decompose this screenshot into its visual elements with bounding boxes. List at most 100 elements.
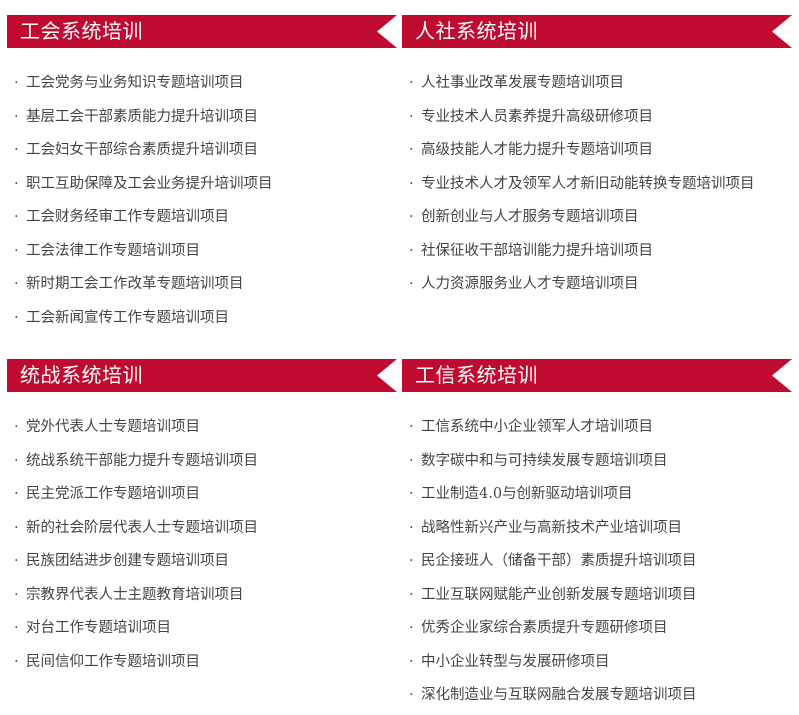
bullet-icon: ·: [409, 519, 414, 536]
list-item: · 新的社会阶层代表人士专题培训项目: [7, 512, 397, 546]
item-text: 人社事业改革发展专题培训项目: [421, 75, 624, 91]
bullet-icon: ·: [14, 276, 19, 292]
bullet-icon: ·: [14, 75, 19, 91]
item-text: 专业技术人才及领军人才新旧动能转换专题培训项目: [421, 175, 755, 192]
item-text: 数字碳中和与可持续发展专题培训项目: [421, 452, 668, 469]
item-text: 工会新闻宣传工作专题培训项目: [26, 309, 229, 326]
bullet-icon: ·: [14, 553, 19, 569]
item-text: 基层工会干部素质能力提升培训项目: [26, 108, 258, 125]
item-text: 社保征收干部培训能力提升培训项目: [421, 242, 653, 259]
bullet-icon: ·: [14, 486, 19, 502]
list-item: · 党外代表人士专题培训项目: [7, 411, 397, 445]
bullet-icon: ·: [14, 419, 19, 435]
list-item: · 工业互联网赋能产业创新发展专题培训项目: [402, 579, 792, 613]
section-united-front: 统战系统培训 · 党外代表人士专题培训项目 · 统战系统干部能力提升专题培训项目 · 民主…: [7, 359, 397, 679]
bullet-icon: ·: [409, 486, 414, 502]
item-text: 新时期工会工作改革专题培训项目: [26, 276, 244, 292]
list-item: · 高级技能人才能力提升专题培训项目: [402, 134, 792, 168]
item-text: 宗教界代表人士主题教育培训项目: [26, 586, 244, 603]
item-text: 创新创业与人才服务专题培训项目: [421, 209, 639, 225]
bullet-icon: ·: [409, 687, 414, 703]
section-title: 统战系统培训: [20, 363, 143, 387]
section-banner: 工信系统培训: [402, 359, 792, 392]
item-text: 工业互联网赋能产业创新发展专题培训项目: [421, 586, 697, 603]
bullet-icon: ·: [409, 75, 414, 91]
item-text: 民主党派工作专题培训项目: [26, 486, 200, 502]
bullet-icon: ·: [14, 586, 19, 603]
item-list: · 党外代表人士专题培训项目 · 统战系统干部能力提升专题培训项目 · 民主党派工作专题培…: [7, 411, 397, 679]
section-title: 人社系统培训: [415, 19, 538, 43]
list-item: · 中小企业转型与发展研修项目: [402, 646, 792, 680]
item-text: 工会法律工作专题培训项目: [26, 242, 200, 259]
item-text: 工会财务经审工作专题培训项目: [26, 209, 229, 225]
section-union: 工会系统培训 · 工会党务与业务知识专题培训项目 · 基层工会干部素质能力提升培训项目…: [7, 15, 397, 335]
bullet-icon: ·: [409, 276, 414, 292]
section-title: 工信系统培训: [415, 363, 538, 387]
item-text: 工会党务与业务知识专题培训项目: [26, 75, 244, 91]
item-text: 民族团结进步创建专题培训项目: [26, 553, 229, 569]
list-item: · 社保征收干部培训能力提升培训项目: [402, 235, 792, 269]
section-banner: 人社系统培训: [402, 15, 792, 48]
list-item: · 新时期工会工作改革专题培训项目: [7, 268, 397, 302]
item-text: 党外代表人士专题培训项目: [26, 419, 200, 435]
item-text: 对台工作专题培训项目: [26, 620, 171, 636]
item-text: 高级技能人才能力提升专题培训项目: [421, 142, 653, 158]
bullet-icon: ·: [14, 519, 19, 536]
item-text: 统战系统干部能力提升专题培训项目: [26, 452, 258, 469]
list-item: · 统战系统干部能力提升专题培训项目: [7, 445, 397, 479]
list-item: · 工会法律工作专题培训项目: [7, 235, 397, 269]
list-item: · 宗教界代表人士主题教育培训项目: [7, 579, 397, 613]
bullet-icon: ·: [14, 209, 19, 225]
section-title: 工会系统培训: [20, 19, 143, 43]
list-item: · 工会财务经审工作专题培训项目: [7, 201, 397, 235]
list-item: · 职工互助保障及工会业务提升培训项目: [7, 168, 397, 202]
list-item: · 战略性新兴产业与高新技术产业培训项目: [402, 512, 792, 546]
list-item: · 人社事业改革发展专题培训项目: [402, 67, 792, 101]
item-text: 战略性新兴产业与高新技术产业培训项目: [421, 519, 682, 536]
item-list: · 人社事业改革发展专题培训项目 · 专业技术人员素养提升高级研修项目 · 高级技能人才能…: [402, 67, 792, 302]
list-item: · 专业技术人员素养提升高级研修项目: [402, 101, 792, 135]
bullet-icon: ·: [409, 108, 414, 125]
list-item: · 创新创业与人才服务专题培训项目: [402, 201, 792, 235]
list-item: · 工业制造4.0与创新驱动培训项目: [402, 478, 792, 512]
bullet-icon: ·: [14, 108, 19, 125]
list-item: · 民主党派工作专题培训项目: [7, 478, 397, 512]
bullet-icon: ·: [409, 653, 414, 670]
item-text: 民企接班人（储备干部）素质提升培训项目: [421, 553, 697, 569]
list-item: · 工会党务与业务知识专题培训项目: [7, 67, 397, 101]
item-list: · 工信系统中小企业领军人才培训项目 · 数字碳中和与可持续发展专题培训项目 · 工业制造…: [402, 411, 792, 713]
bullet-icon: ·: [409, 553, 414, 569]
item-text: 职工互助保障及工会业务提升培训项目: [26, 175, 273, 192]
item-text: 工会妇女干部综合素质提升培训项目: [26, 142, 258, 158]
item-text: 工业制造4.0与创新驱动培训项目: [421, 486, 633, 502]
bullet-icon: ·: [409, 209, 414, 225]
list-item: · 民族团结进步创建专题培训项目: [7, 545, 397, 579]
list-item: · 民企接班人（储备干部）素质提升培训项目: [402, 545, 792, 579]
item-text: 优秀企业家综合素质提升专题研修项目: [421, 620, 668, 636]
list-item: · 工会新闻宣传工作专题培训项目: [7, 302, 397, 336]
bullet-icon: ·: [14, 653, 19, 670]
item-text: 新的社会阶层代表人士专题培训项目: [26, 519, 258, 536]
list-item: · 工会妇女干部综合素质提升培训项目: [7, 134, 397, 168]
section-hr-social: 人社系统培训 · 人社事业改革发展专题培训项目 · 专业技术人员素养提升高级研修项目 ·…: [402, 15, 792, 302]
list-item: · 对台工作专题培训项目: [7, 612, 397, 646]
bullet-icon: ·: [409, 175, 414, 192]
bullet-icon: ·: [14, 620, 19, 636]
section-industry-it: 工信系统培训 · 工信系统中小企业领军人才培训项目 · 数字碳中和与可持续发展专题培训…: [402, 359, 792, 713]
bullet-icon: ·: [14, 309, 19, 326]
bullet-icon: ·: [409, 620, 414, 636]
list-item: · 深化制造业与互联网融合发展专题培训项目: [402, 679, 792, 713]
bullet-icon: ·: [409, 242, 414, 259]
bullet-icon: ·: [14, 452, 19, 469]
list-item: · 工信系统中小企业领军人才培训项目: [402, 411, 792, 445]
bullet-icon: ·: [409, 452, 414, 469]
item-text: 中小企业转型与发展研修项目: [421, 653, 610, 670]
list-item: · 优秀企业家综合素质提升专题研修项目: [402, 612, 792, 646]
item-text: 民间信仰工作专题培训项目: [26, 653, 200, 670]
section-banner: 统战系统培训: [7, 359, 397, 392]
bullet-icon: ·: [409, 586, 414, 603]
list-item: · 专业技术人才及领军人才新旧动能转换专题培训项目: [402, 168, 792, 202]
item-text: 专业技术人员素养提升高级研修项目: [421, 108, 653, 125]
bullet-icon: ·: [14, 175, 19, 192]
item-list: · 工会党务与业务知识专题培训项目 · 基层工会干部素质能力提升培训项目 · 工会妇女干部…: [7, 67, 397, 335]
